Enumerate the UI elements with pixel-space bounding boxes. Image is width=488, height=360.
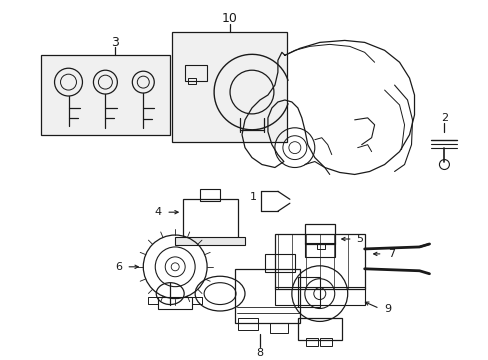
Bar <box>200 189 220 201</box>
Bar <box>264 254 294 272</box>
Bar <box>175 237 244 245</box>
Text: 2: 2 <box>440 113 447 123</box>
Bar <box>316 243 324 249</box>
Bar <box>172 32 286 142</box>
Bar <box>305 338 317 346</box>
Bar <box>297 319 341 340</box>
Bar <box>297 277 319 306</box>
Bar <box>185 65 207 81</box>
Text: 9: 9 <box>383 303 390 314</box>
Bar <box>158 297 192 309</box>
Bar <box>41 55 170 135</box>
Text: 7: 7 <box>387 249 394 259</box>
Text: 10: 10 <box>222 12 238 25</box>
Text: 6: 6 <box>115 262 122 272</box>
Text: 4: 4 <box>154 207 162 217</box>
Bar <box>183 199 238 239</box>
Bar <box>304 243 334 257</box>
Bar <box>304 224 334 244</box>
Bar <box>274 234 364 289</box>
Bar <box>188 78 196 84</box>
Text: 1: 1 <box>249 192 256 202</box>
Bar <box>269 323 287 333</box>
Bar <box>319 338 331 346</box>
Bar <box>238 319 258 330</box>
Bar <box>235 269 299 323</box>
Text: 8: 8 <box>256 348 263 358</box>
Text: 5: 5 <box>355 234 363 244</box>
Text: 3: 3 <box>111 36 119 49</box>
Bar <box>274 287 364 305</box>
